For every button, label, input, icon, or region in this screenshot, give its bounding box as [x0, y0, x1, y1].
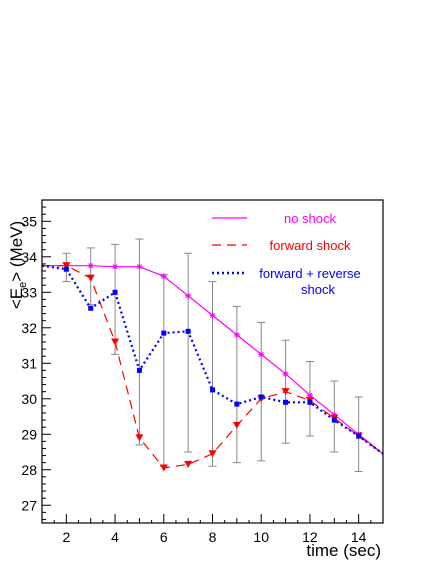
- x-tick-label: 8: [209, 529, 217, 545]
- y-tick-label: 33: [21, 284, 37, 300]
- legend-label: no shock: [284, 211, 337, 226]
- error-bar: [232, 305, 241, 464]
- x-tick-label: 10: [253, 529, 269, 545]
- data-point: [112, 289, 118, 295]
- data-point: [258, 394, 264, 400]
- x-tick-label: 4: [111, 529, 119, 545]
- data-point-stroke: [209, 312, 216, 318]
- data-point-stroke: [185, 293, 191, 299]
- data-point: [233, 331, 240, 338]
- data-point-stroke: [234, 332, 240, 338]
- y-tick-label: 34: [21, 249, 37, 265]
- y-tick-label: 31: [21, 355, 37, 371]
- data-point: [136, 263, 143, 270]
- data-point: [136, 367, 142, 373]
- series-points: [63, 266, 362, 439]
- data-point: [307, 399, 313, 405]
- data-point: [88, 305, 94, 311]
- data-point: [185, 292, 192, 299]
- data-point: [112, 263, 119, 270]
- y-tick-label: 28: [21, 462, 37, 478]
- legend: no shock forward shock forward + reversesh…: [212, 211, 361, 297]
- data-point: [331, 417, 337, 423]
- data-point: [185, 328, 191, 334]
- data-point: [87, 262, 94, 269]
- axis-ticks: [41, 199, 384, 523]
- data-point: [208, 450, 217, 458]
- error-bar: [208, 281, 217, 467]
- y-label-close: > (MeV): [7, 221, 26, 282]
- data-point-stroke: [283, 371, 289, 377]
- data-point: [184, 460, 193, 468]
- error-bar: [135, 238, 144, 446]
- x-tick-label: 12: [302, 529, 318, 545]
- data-point: [209, 312, 216, 319]
- error-bar: [184, 252, 193, 453]
- data-point: [234, 401, 240, 407]
- x-axis-label: time (sec): [306, 541, 381, 560]
- data-point-stroke: [161, 273, 167, 279]
- data-point: [63, 266, 69, 272]
- error-bar: [111, 243, 120, 355]
- y-label-open: <E: [7, 288, 26, 309]
- data-point: [160, 273, 167, 280]
- y-tick-label: 27: [21, 497, 37, 513]
- data-point: [356, 433, 362, 439]
- legend-label: forward + reverse: [259, 266, 361, 281]
- y-tick-label: 29: [21, 426, 37, 442]
- data-point: [135, 434, 144, 442]
- data-point-stroke: [112, 264, 118, 270]
- data-point: [283, 399, 289, 405]
- data-point: [258, 351, 265, 358]
- data-point: [210, 387, 215, 393]
- data-point: [62, 262, 71, 270]
- data-point-stroke: [136, 264, 142, 270]
- data-point-stroke: [307, 392, 313, 398]
- legend-label: shock: [301, 282, 335, 297]
- data-point: [111, 338, 120, 346]
- y-tick-label: 30: [21, 391, 37, 407]
- y-label-sub: e: [17, 282, 29, 288]
- data-point: [86, 274, 95, 282]
- y-tick-label: 35: [21, 213, 37, 229]
- error-bar: [257, 321, 266, 462]
- data-point: [159, 464, 168, 472]
- series-markers: [62, 262, 363, 472]
- y-tick-label: 32: [21, 320, 37, 336]
- legend-label: forward shock: [270, 238, 351, 253]
- x-tick-label: 6: [160, 529, 168, 545]
- y-axis-label: <Ee> (MeV): [7, 221, 29, 309]
- data-point: [282, 370, 289, 377]
- x-tick-label: 14: [351, 529, 367, 545]
- series-line: [41, 264, 384, 455]
- data-point: [161, 330, 167, 336]
- data-point-stroke: [258, 351, 264, 357]
- error-bar: [159, 274, 168, 467]
- data-point: [232, 421, 241, 429]
- data-point-stroke: [88, 263, 94, 269]
- x-tick-label: 2: [62, 529, 70, 545]
- data-point: [281, 388, 290, 396]
- tick-labels: 2 4 6 8 10 12 14 27 28 29 30 31 32 33 34 35: [21, 213, 366, 545]
